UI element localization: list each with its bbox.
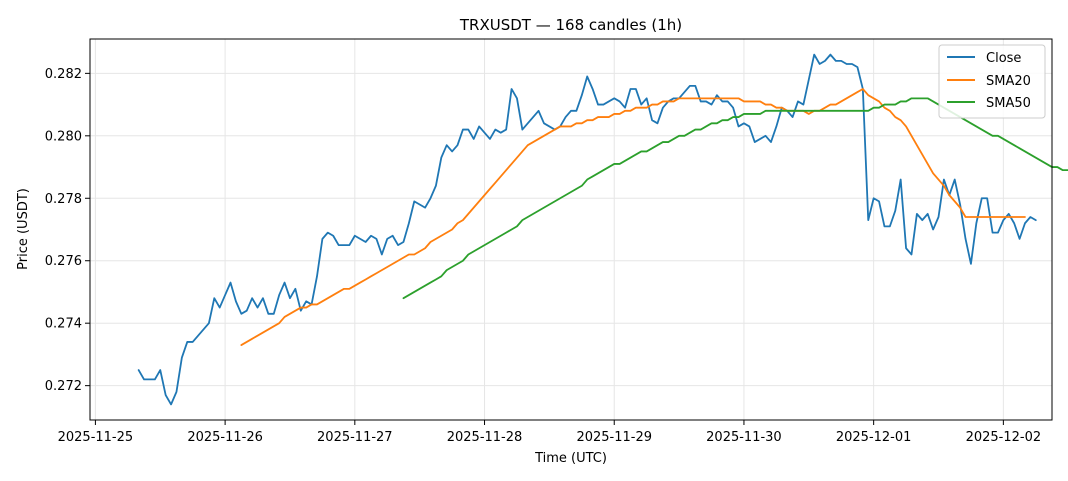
legend-label-close: Close (986, 51, 1021, 66)
x-tick-label: 2025-11-30 (706, 430, 782, 445)
x-tick-label: 2025-12-01 (836, 430, 912, 445)
y-tick-label: 0.272 (45, 379, 82, 394)
series-line-close (137, 53, 1037, 406)
y-axis-label: Price (USDT) (16, 188, 31, 270)
y-tick-label: 0.282 (45, 67, 82, 82)
x-tick-label: 2025-11-28 (447, 430, 523, 445)
x-tick-label: 2025-11-25 (58, 430, 134, 445)
x-tick-label: 2025-11-29 (576, 430, 652, 445)
y-tick-label: 0.278 (45, 192, 82, 207)
legend: Close SMA20 SMA50 (938, 44, 1046, 119)
legend-label-sma50: SMA50 (986, 96, 1031, 111)
series-line-sma20 (240, 88, 1026, 346)
grid (90, 39, 1052, 420)
y-tick-label: 0.280 (45, 129, 82, 144)
x-axis-ticks: 2025-11-25 2025-11-26 2025-11-27 2025-11-28… (58, 420, 1042, 445)
x-tick-label: 2025-11-26 (187, 430, 263, 445)
y-tick-label: 0.274 (45, 317, 82, 332)
y-tick-label: 0.276 (45, 254, 82, 269)
plot-frame (89, 38, 1053, 421)
legend-box (938, 44, 1046, 119)
x-tick-label: 2025-12-02 (966, 430, 1042, 445)
legend-label-sma20: SMA20 (986, 74, 1031, 89)
chart-title: TRXUSDT — 168 candles (1h) (459, 16, 682, 34)
x-axis-label: Time (UTC) (534, 451, 607, 466)
x-tick-label: 2025-11-27 (317, 430, 393, 445)
y-axis-ticks: 0.272 0.274 0.276 0.278 0.280 0.282 (45, 67, 90, 394)
